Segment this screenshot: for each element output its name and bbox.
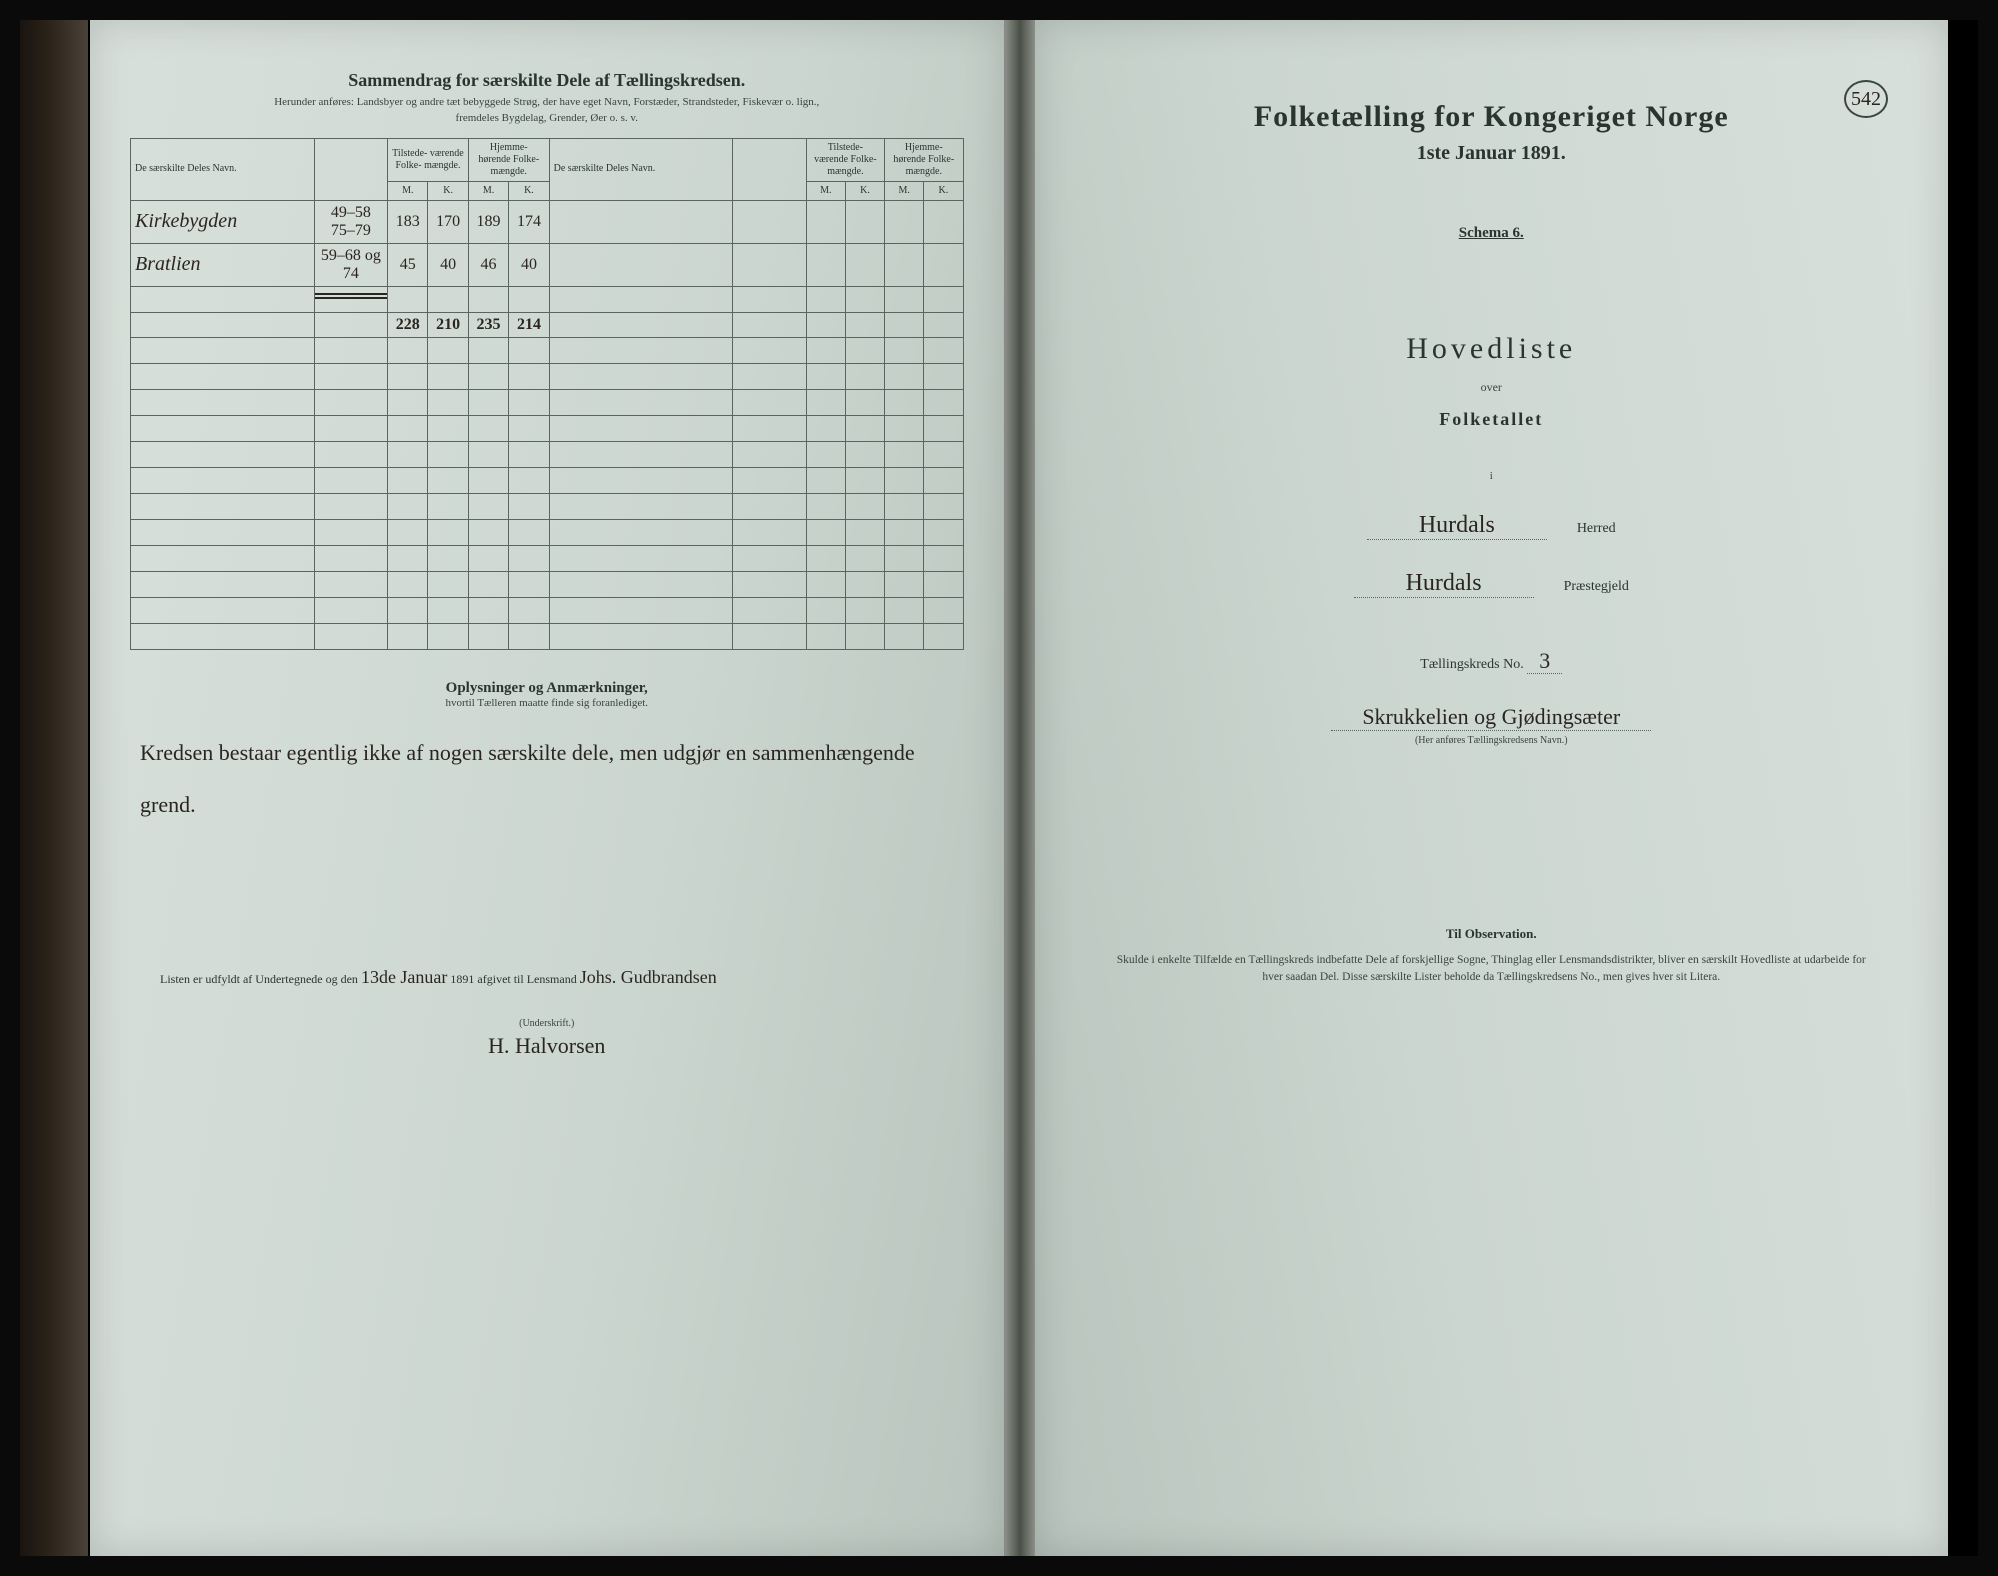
col-huslisters bbox=[314, 138, 387, 200]
praestegjeld-row: Hurdals Præstegjeld bbox=[1075, 570, 1909, 598]
census-date: 1ste Januar 1891. bbox=[1075, 142, 1909, 165]
kreds-name: Skrukkelien og Gjødingsæter bbox=[1331, 704, 1651, 731]
herred-row: Hurdals Herred bbox=[1075, 512, 1909, 540]
table-header: De særskilte Deles Navn. Tilstede- væren… bbox=[131, 138, 964, 200]
col-m: M. bbox=[806, 181, 845, 200]
observation-title: Til Observation. bbox=[1075, 926, 1909, 942]
kreds-number: 3 bbox=[1527, 648, 1562, 674]
sig-lensmand: Johs. Gudbrandsen bbox=[580, 967, 717, 987]
sig-prefix: Listen er udfyldt af Undertegnede og den bbox=[160, 972, 358, 986]
herred-value: Hurdals bbox=[1367, 512, 1547, 540]
praestegjeld-value: Hurdals bbox=[1354, 570, 1534, 598]
hovedliste-title: Hovedliste bbox=[1075, 332, 1909, 366]
cell-tk: 170 bbox=[428, 200, 468, 243]
total-hk: 214 bbox=[509, 312, 549, 337]
cell-tm: 183 bbox=[388, 200, 428, 243]
col-m: M. bbox=[388, 181, 428, 200]
cell-name: Kirkebygden bbox=[131, 200, 315, 243]
signature-line: Listen er udfyldt af Undertegnede og den… bbox=[130, 967, 964, 988]
praestegjeld-label: Præstegjeld bbox=[1564, 579, 1629, 595]
census-table: De særskilte Deles Navn. Tilstede- væren… bbox=[130, 138, 964, 650]
remarks-body: Kredsen bestaar egentlig ikke af nogen s… bbox=[130, 727, 964, 867]
cell-hk: 174 bbox=[509, 200, 549, 243]
col-tilstede-2: Tilstede- værende Folke- mængde. bbox=[806, 138, 884, 181]
page-edge bbox=[1948, 20, 1978, 1556]
cell-hm: 46 bbox=[468, 243, 508, 286]
kreds-name-row: Skrukkelien og Gjødingsæter bbox=[1075, 704, 1909, 731]
table-row: Kirkebygden 49–58 75–79 183 170 189 174 bbox=[131, 200, 964, 243]
census-title: Folketælling for Kongeriget Norge bbox=[1075, 100, 1909, 134]
table-row-empty bbox=[131, 286, 964, 312]
cell-tm: 45 bbox=[388, 243, 428, 286]
col-k: K. bbox=[924, 181, 963, 200]
schema-label: Schema 6. bbox=[1075, 225, 1909, 242]
book-gutter bbox=[1005, 20, 1035, 1556]
col-m: M. bbox=[885, 181, 924, 200]
summary-subtitle-2: fremdeles Bygdelag, Grender, Øer o. s. v… bbox=[130, 111, 964, 125]
cell-name: Bratlien bbox=[131, 243, 315, 286]
kreds-row: Tællingskreds No. 3 bbox=[1075, 648, 1909, 674]
col-m: M. bbox=[468, 181, 508, 200]
i-label: i bbox=[1075, 470, 1909, 482]
cell-hm: 189 bbox=[468, 200, 508, 243]
book-spine bbox=[20, 20, 90, 1556]
over-label: over bbox=[1075, 380, 1909, 395]
table-row-total: 228 210 235 214 bbox=[131, 312, 964, 337]
underskrift-name: H. Halvorsen bbox=[130, 1033, 964, 1059]
right-page: 542 Folketælling for Kongeriget Norge 1s… bbox=[1035, 20, 1949, 1556]
folketallet-label: Folketallet bbox=[1075, 409, 1909, 430]
remarks-sub: hvortil Tælleren maatte finde sig foranl… bbox=[130, 697, 964, 709]
remarks-title: Oplysninger og Anmærkninger, bbox=[130, 680, 964, 697]
col-k: K. bbox=[428, 181, 468, 200]
cell-huslisters: 59–68 og 74 bbox=[314, 243, 387, 286]
kreds-sub: (Her anføres Tællingskredsens Navn.) bbox=[1075, 735, 1909, 746]
cell-huslisters: 49–58 75–79 bbox=[314, 200, 387, 243]
underskrift-label: (Underskrift.) bbox=[130, 1018, 964, 1029]
col-k: K. bbox=[509, 181, 549, 200]
sig-mid: 1891 afgivet til Lensmand bbox=[450, 972, 576, 986]
kreds-label: Tællingskreds No. bbox=[1420, 657, 1523, 672]
total-tm: 228 bbox=[388, 312, 428, 337]
page-number: 542 bbox=[1844, 80, 1888, 118]
col-hjemme-2: Hjemme- hørende Folke- mængde. bbox=[885, 138, 963, 181]
summary-title: Sammendrag for særskilte Dele af Tælling… bbox=[130, 70, 964, 91]
col-hjemme: Hjemme- hørende Folke- mængde. bbox=[468, 138, 549, 181]
col-name-2: De særskilte Deles Navn. bbox=[549, 138, 733, 200]
cell-tk: 40 bbox=[428, 243, 468, 286]
col-k: K. bbox=[845, 181, 884, 200]
left-page: Sammendrag for særskilte Dele af Tælling… bbox=[90, 20, 1005, 1556]
cell-hk: 40 bbox=[509, 243, 549, 286]
table-row: Bratlien 59–68 og 74 45 40 46 40 bbox=[131, 243, 964, 286]
summary-subtitle-1: Herunder anføres: Landsbyer og andre tæt… bbox=[130, 95, 964, 109]
sig-date: 13de Januar bbox=[361, 967, 447, 987]
observation-body: Skulde i enkelte Tilfælde en Tællingskre… bbox=[1075, 952, 1909, 987]
col-tilstede: Tilstede- værende Folke- mængde. bbox=[388, 138, 469, 181]
col-name: De særskilte Deles Navn. bbox=[131, 138, 315, 200]
table-body: Kirkebygden 49–58 75–79 183 170 189 174 … bbox=[131, 200, 964, 649]
book-spread: Sammendrag for særskilte Dele af Tælling… bbox=[20, 20, 1978, 1556]
col-huslisters-2 bbox=[733, 138, 806, 200]
herred-label: Herred bbox=[1577, 521, 1616, 537]
total-hm: 235 bbox=[468, 312, 508, 337]
total-tk: 210 bbox=[428, 312, 468, 337]
